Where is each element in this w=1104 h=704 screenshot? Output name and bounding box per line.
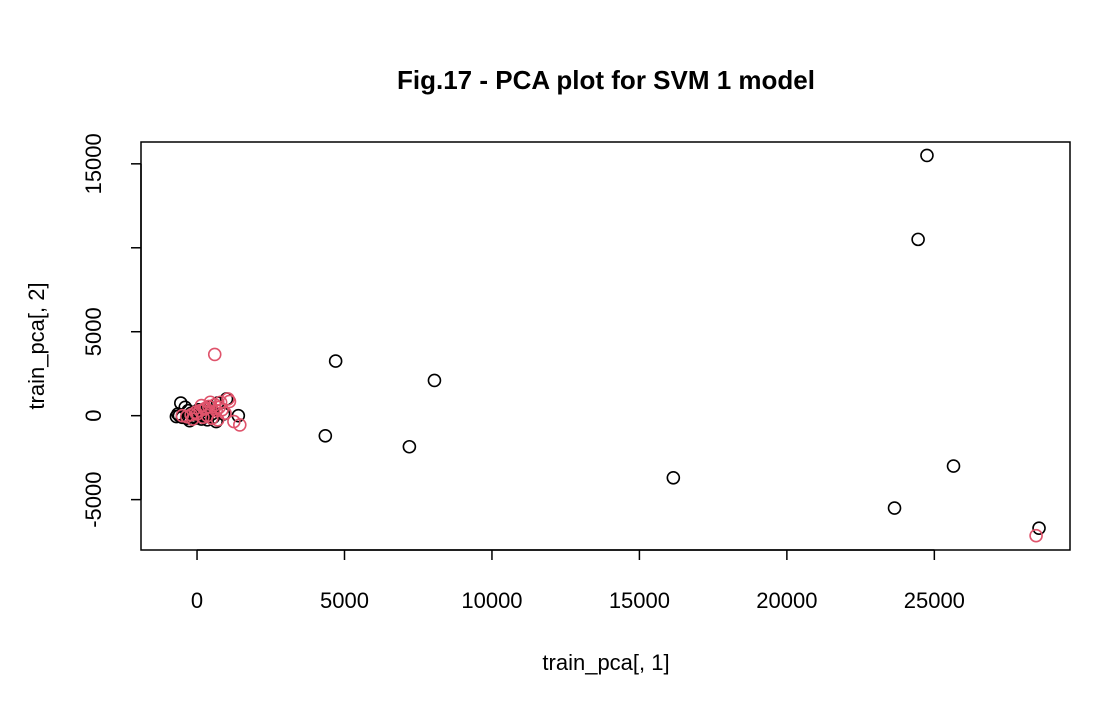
data-point: [185, 412, 200, 426]
x-tick-label: 15000: [609, 588, 670, 613]
x-tick-label: 0: [191, 588, 203, 613]
x-axis: 0 5000 10000 15000 20000 25000: [191, 549, 965, 613]
data-point: [1032, 521, 1046, 535]
data-points: [169, 148, 1046, 543]
y-tick-label: 0: [81, 410, 106, 422]
x-tick-label: 25000: [904, 588, 965, 613]
data-point: [318, 429, 333, 443]
y-axis: -5000 0 5000 15000: [81, 133, 142, 528]
data-point: [946, 459, 961, 473]
data-point: [212, 400, 226, 415]
data-point: [911, 232, 925, 247]
data-point: [920, 148, 934, 163]
data-point: [215, 403, 229, 417]
data-point: [666, 471, 681, 485]
y-axis-title: train_pca[, 2]: [24, 282, 49, 409]
y-tick-label: 5000: [81, 307, 106, 356]
data-point: [1029, 528, 1043, 543]
y-tick-label: 15000: [81, 133, 106, 194]
data-point: [887, 501, 902, 515]
data-point: [169, 409, 184, 424]
data-point: [204, 411, 219, 425]
data-point: [328, 354, 343, 368]
y-tick-label: -5000: [81, 471, 106, 527]
data-point: [227, 414, 241, 429]
data-point: [427, 373, 442, 388]
plot-frame: [140, 141, 1071, 551]
chart-title: Fig.17 - PCA plot for SVM 1 model: [397, 65, 815, 95]
x-tick-label: 10000: [461, 588, 522, 613]
data-point: [221, 392, 235, 406]
x-axis-title: train_pca[, 1]: [542, 650, 669, 675]
data-point: [402, 439, 417, 454]
data-point: [207, 347, 222, 362]
data-point: [222, 394, 237, 409]
x-tick-label: 5000: [320, 588, 369, 613]
data-point: [194, 398, 209, 413]
x-tick-label: 20000: [756, 588, 817, 613]
